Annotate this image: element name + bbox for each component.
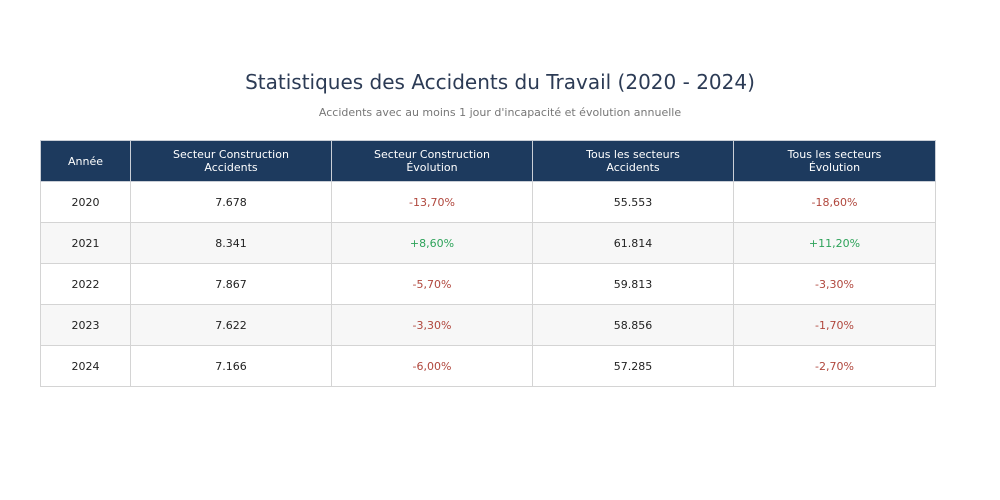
table-body: 2020 7.678 -13,70% 55.553 -18,60% 2021 8.341 +8…	[40, 181, 936, 387]
header-text: Évolution	[808, 161, 861, 174]
table-row: 2024 7.166 -6,00% 57.285 -2,70%	[40, 345, 936, 387]
table-cell: 61.814	[532, 222, 734, 264]
table-cell: -18,60%	[733, 181, 936, 223]
table-cell: 7.678	[130, 181, 332, 223]
header-cell: Année	[40, 140, 131, 182]
header-text: Tous les secteurs	[586, 148, 680, 161]
header-cell: Secteur Construction Accidents	[130, 140, 332, 182]
header-cell: Tous les secteurs Accidents	[532, 140, 734, 182]
subtitle: Accidents avec au moins 1 jour d'incapac…	[318, 106, 682, 119]
table-cell: +8,60%	[331, 222, 533, 264]
table-cell: 55.553	[532, 181, 734, 223]
table-row: 2020 7.678 -13,70% 55.553 -18,60%	[40, 181, 936, 223]
header-cell: Tous les secteurs Évolution	[733, 140, 936, 182]
table-cell: 58.856	[532, 304, 734, 346]
header-cell: Secteur Construction Évolution	[331, 140, 533, 182]
table-cell: -3,30%	[331, 304, 533, 346]
table-cell: +11,20%	[733, 222, 936, 264]
table-cell: -6,00%	[331, 345, 533, 387]
title: Statistiques des Accidents du Travail (2…	[245, 70, 755, 94]
table-cell: 2021	[40, 222, 131, 264]
header-text: Secteur Construction	[374, 148, 490, 161]
header-text: Année	[67, 154, 103, 168]
header-text: Accidents	[204, 161, 258, 174]
header-text: Évolution	[406, 161, 458, 174]
table-cell: 59.813	[532, 263, 734, 305]
table-cell: -2,70%	[733, 345, 936, 387]
table-cell: -13,70%	[331, 181, 533, 223]
table-cell: 7.166	[130, 345, 332, 387]
table-cell: 8.341	[130, 222, 332, 264]
table-row: 2021 8.341 +8,60% 61.814 +11,20%	[40, 222, 936, 264]
header-text: Secteur Construction	[173, 148, 289, 161]
table-cell: -5,70%	[331, 263, 533, 305]
table-cell: 7.622	[130, 304, 332, 346]
table-cell: 57.285	[532, 345, 734, 387]
table-cell: 7.867	[130, 263, 332, 305]
table-cell: 2023	[40, 304, 131, 346]
table-head: Année Secteur Construction Accidents Secteu…	[40, 140, 936, 182]
header-row: Année Secteur Construction Accidents Secteu…	[40, 140, 936, 182]
table-cell: -3,30%	[733, 263, 936, 305]
table-cell: 2022	[40, 263, 131, 305]
table-cell: 2024	[40, 345, 131, 387]
table-row: 2023 7.622 -3,30% 58.856 -1,70%	[40, 304, 936, 346]
table-cell: 2020	[40, 181, 131, 223]
table-cell: -1,70%	[733, 304, 936, 346]
header-text: Accidents	[606, 161, 660, 174]
data-table: Année Secteur Construction Accidents Secteu…	[40, 140, 936, 387]
table-row: 2022 7.867 -5,70% 59.813 -3,30%	[40, 263, 936, 305]
header-text: Tous les secteurs	[787, 148, 882, 161]
